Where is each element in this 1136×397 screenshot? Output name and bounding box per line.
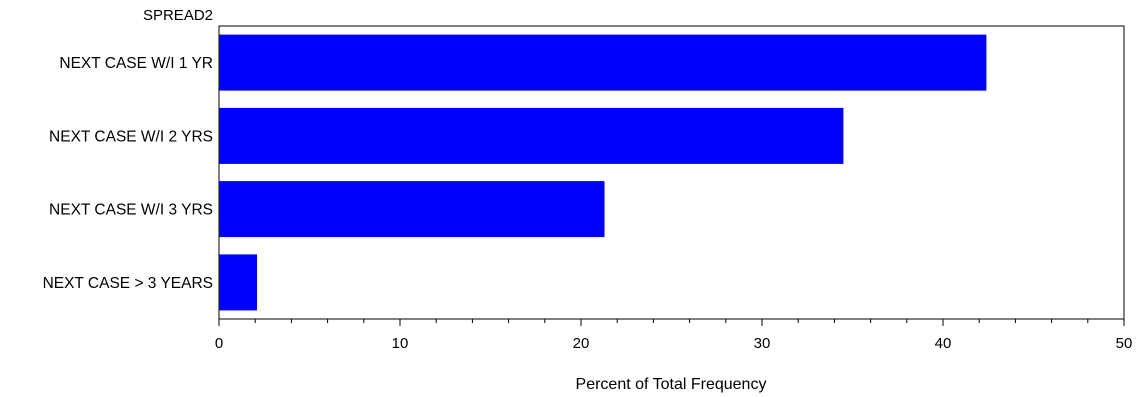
tick-label-50: 50 bbox=[1116, 335, 1133, 352]
bars-group bbox=[219, 34, 987, 311]
x-axis-tick-labels: 0 10 20 30 40 50 bbox=[215, 335, 1133, 352]
variable-label: SPREAD2 bbox=[143, 7, 213, 24]
x-axis-title: Percent of Total Frequency bbox=[576, 376, 767, 393]
category-label-2: NEXT CASE W/I 2 YRS bbox=[49, 128, 213, 145]
bar-4 bbox=[219, 254, 257, 311]
tick-label-0: 0 bbox=[215, 335, 223, 352]
tick-label-30: 30 bbox=[754, 335, 771, 352]
category-labels: NEXT CASE W/I 1 YR NEXT CASE W/I 2 YRS NEX… bbox=[43, 55, 213, 292]
category-label-1: NEXT CASE W/I 1 YR bbox=[59, 55, 213, 72]
category-label-4: NEXT CASE > 3 YEARS bbox=[43, 275, 213, 292]
tick-label-20: 20 bbox=[573, 335, 590, 352]
bar-3 bbox=[219, 181, 605, 238]
category-label-3: NEXT CASE W/I 3 YRS bbox=[49, 202, 213, 219]
bar-1 bbox=[219, 34, 987, 91]
tick-label-40: 40 bbox=[935, 335, 952, 352]
x-axis-ticks bbox=[218, 319, 1125, 326]
bar-2 bbox=[219, 107, 844, 164]
tick-label-10: 10 bbox=[392, 335, 409, 352]
